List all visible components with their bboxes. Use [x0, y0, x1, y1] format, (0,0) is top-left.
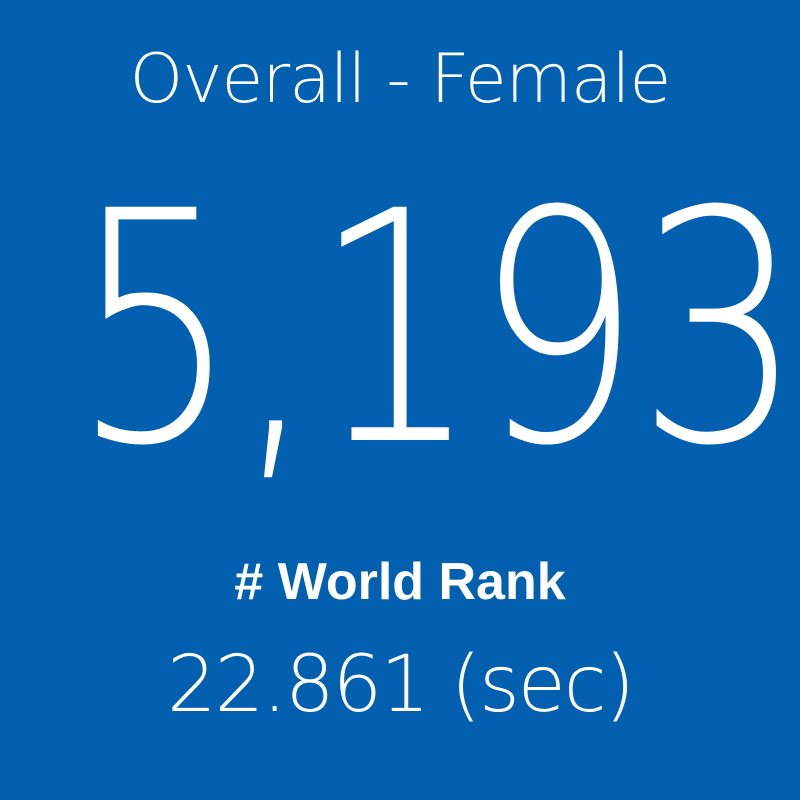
- card-title: Overall - Female: [129, 40, 672, 119]
- metric-label: # World Rank: [234, 553, 566, 611]
- metric-value: 5,193: [72, 144, 800, 516]
- metric-subvalue: 22.861 (sec): [166, 640, 635, 730]
